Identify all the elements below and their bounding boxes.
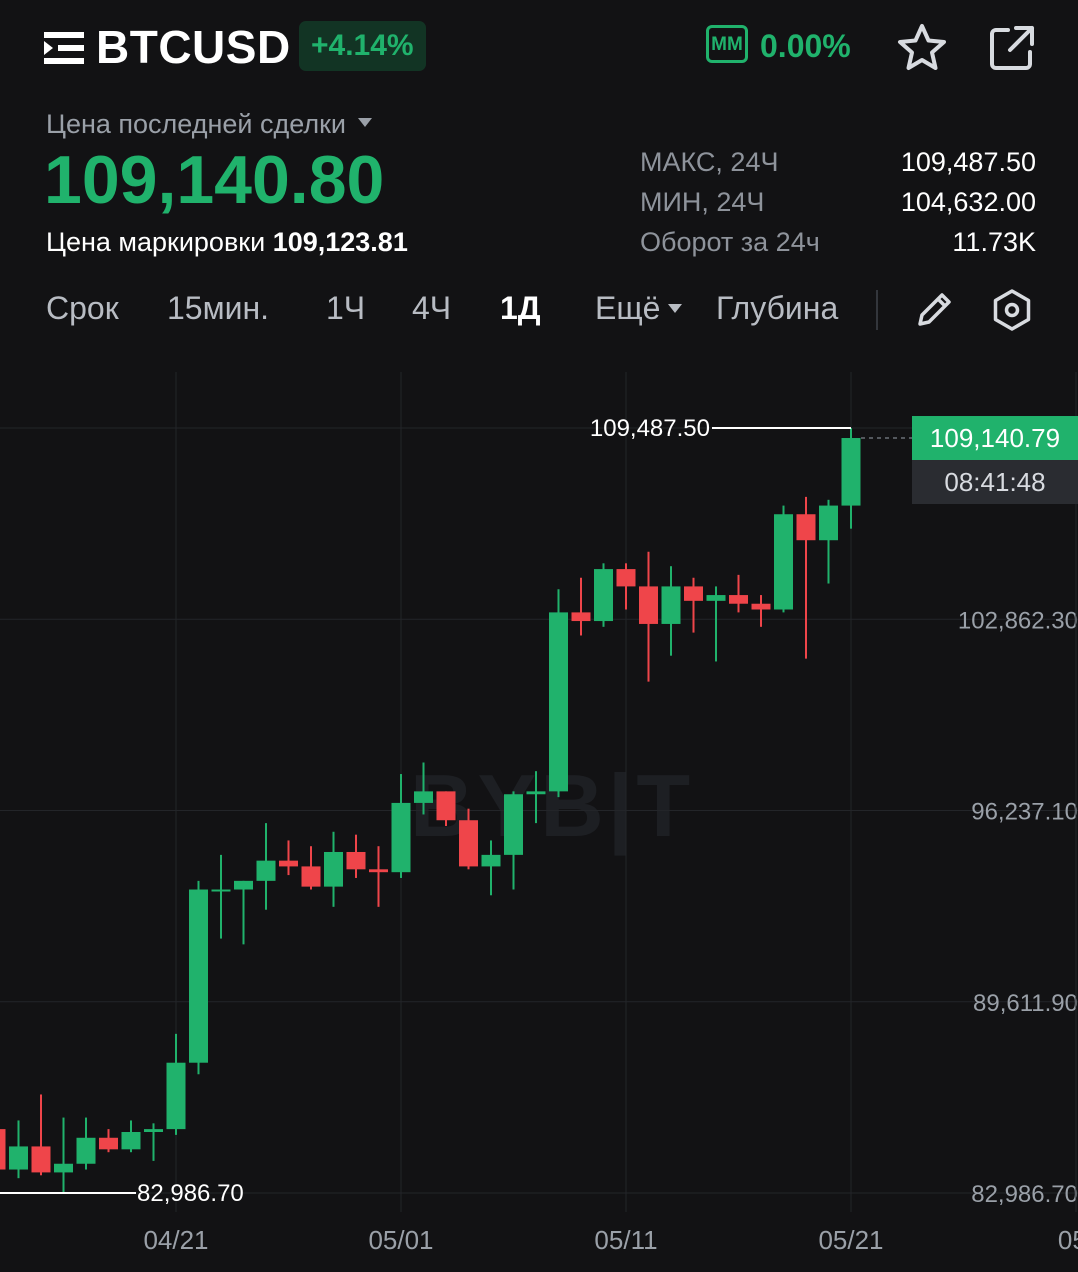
candle-up	[841, 438, 861, 506]
low-marker-label: 82,986.70	[137, 1180, 244, 1207]
candle-down	[279, 860, 298, 867]
y-axis-label: 82,986.70	[971, 1181, 1078, 1208]
menu-icon[interactable]	[44, 30, 84, 66]
price-type-selector[interactable]: Цена последней сделки	[46, 106, 373, 142]
timeframe-bar: Срок 15мин. 1Ч 4Ч 1Д Ещё Глубина	[0, 280, 1078, 336]
candle-up	[144, 1129, 163, 1132]
watermark: BYB|T	[410, 756, 695, 855]
tab-depth[interactable]: Глубина	[716, 290, 839, 326]
countdown-tag	[912, 460, 1078, 505]
stat-label: МИН, 24Ч	[640, 187, 765, 217]
tab-1h[interactable]: 1Ч	[326, 290, 366, 326]
pencil-icon[interactable]	[912, 288, 956, 332]
candle-up	[166, 1062, 186, 1130]
change-percent-badge: +4.14%	[299, 21, 426, 71]
candle-up	[256, 860, 276, 881]
more-label: Ещё	[595, 290, 661, 326]
candle-up	[481, 854, 501, 867]
symbol-title[interactable]: BTCUSD	[96, 21, 291, 73]
candle-down	[729, 595, 748, 604]
candle-up	[121, 1131, 141, 1150]
y-axis-label: 96,237.10	[971, 799, 1078, 826]
mark-price-label: Цена маркировки	[46, 227, 266, 257]
stats-panel: МАКС, 24Ч 109,487.50 МИН, 24Ч 104,632.00 О…	[640, 142, 1036, 262]
candle-down	[616, 569, 636, 587]
candle-down	[99, 1137, 118, 1150]
tab-4h[interactable]: 4Ч	[412, 290, 452, 326]
candle-down	[31, 1146, 51, 1173]
x-axis-label: 05/11	[594, 1225, 657, 1255]
candle-down	[346, 851, 366, 870]
candle-up	[234, 880, 253, 890]
candle-up	[54, 1163, 73, 1173]
x-axis-label: 04/21	[143, 1225, 208, 1255]
last-price: 109,140.80	[44, 142, 385, 218]
x-axis-label: 05/	[1058, 1225, 1078, 1255]
stat-high-24h: МАКС, 24Ч 109,487.50	[640, 142, 1036, 182]
candle-down	[796, 514, 816, 541]
candle-up	[9, 1146, 28, 1170]
candle-down	[684, 586, 703, 601]
y-axis-label: 89,611.90	[973, 990, 1078, 1017]
candle-up	[819, 505, 838, 541]
stat-value: 11.73K	[952, 227, 1036, 257]
candle-down	[571, 612, 591, 622]
candle-up	[594, 569, 613, 622]
star-icon[interactable]	[896, 22, 948, 74]
stat-turnover-24h: Оборот за 24ч 11.73K	[640, 222, 1036, 262]
stat-value: 109,487.50	[900, 147, 1036, 177]
mark-price-value: 109,123.81	[272, 227, 408, 257]
candle-up	[189, 889, 208, 1063]
candle-up	[391, 802, 411, 873]
x-axis-label: 05/21	[818, 1225, 883, 1255]
tab-1d[interactable]: 1Д	[500, 290, 541, 326]
candle-down	[639, 586, 658, 624]
share-icon[interactable]	[986, 22, 1038, 74]
candle-down	[369, 869, 388, 873]
high-marker-label: 109,487.50	[590, 415, 710, 442]
price-type-label: Цена последней сделки	[46, 109, 347, 139]
stat-low-24h: МИН, 24Ч 104,632.00	[640, 182, 1036, 222]
x-axis-label: 05/01	[368, 1225, 433, 1255]
caret-down-icon	[668, 304, 683, 314]
tab-15min[interactable]: 15мин.	[167, 290, 270, 326]
stat-value: 104,632.00	[900, 187, 1036, 217]
candle-up	[661, 586, 681, 624]
candle-up	[76, 1137, 96, 1164]
stat-label: Оборот за 24ч	[640, 227, 820, 257]
mark-price-row: Цена маркировки 109,123.81	[46, 224, 408, 260]
settings-icon[interactable]	[990, 288, 1034, 332]
mm-value[interactable]: 0.00%	[760, 28, 851, 64]
candle-up	[706, 595, 726, 601]
caret-down-icon	[358, 118, 373, 128]
y-axis-label: 102,862.30	[958, 607, 1078, 634]
candle-down	[751, 603, 771, 610]
toolbar-divider	[876, 290, 878, 330]
candle-down	[0, 1129, 6, 1170]
mm-badge[interactable]: MM	[706, 25, 748, 63]
candle-up	[774, 514, 793, 610]
candle-up	[324, 851, 343, 887]
current-price-tag	[912, 416, 1078, 461]
stat-label: МАКС, 24Ч	[640, 147, 779, 177]
candle-down	[301, 866, 321, 887]
candle-up	[211, 889, 231, 892]
timeframe-label: Срок	[46, 290, 119, 326]
current-price-label: 109,140.79	[930, 423, 1060, 453]
countdown-label: 08:41:48	[944, 467, 1045, 497]
more-dropdown[interactable]: Ещё	[595, 280, 683, 336]
